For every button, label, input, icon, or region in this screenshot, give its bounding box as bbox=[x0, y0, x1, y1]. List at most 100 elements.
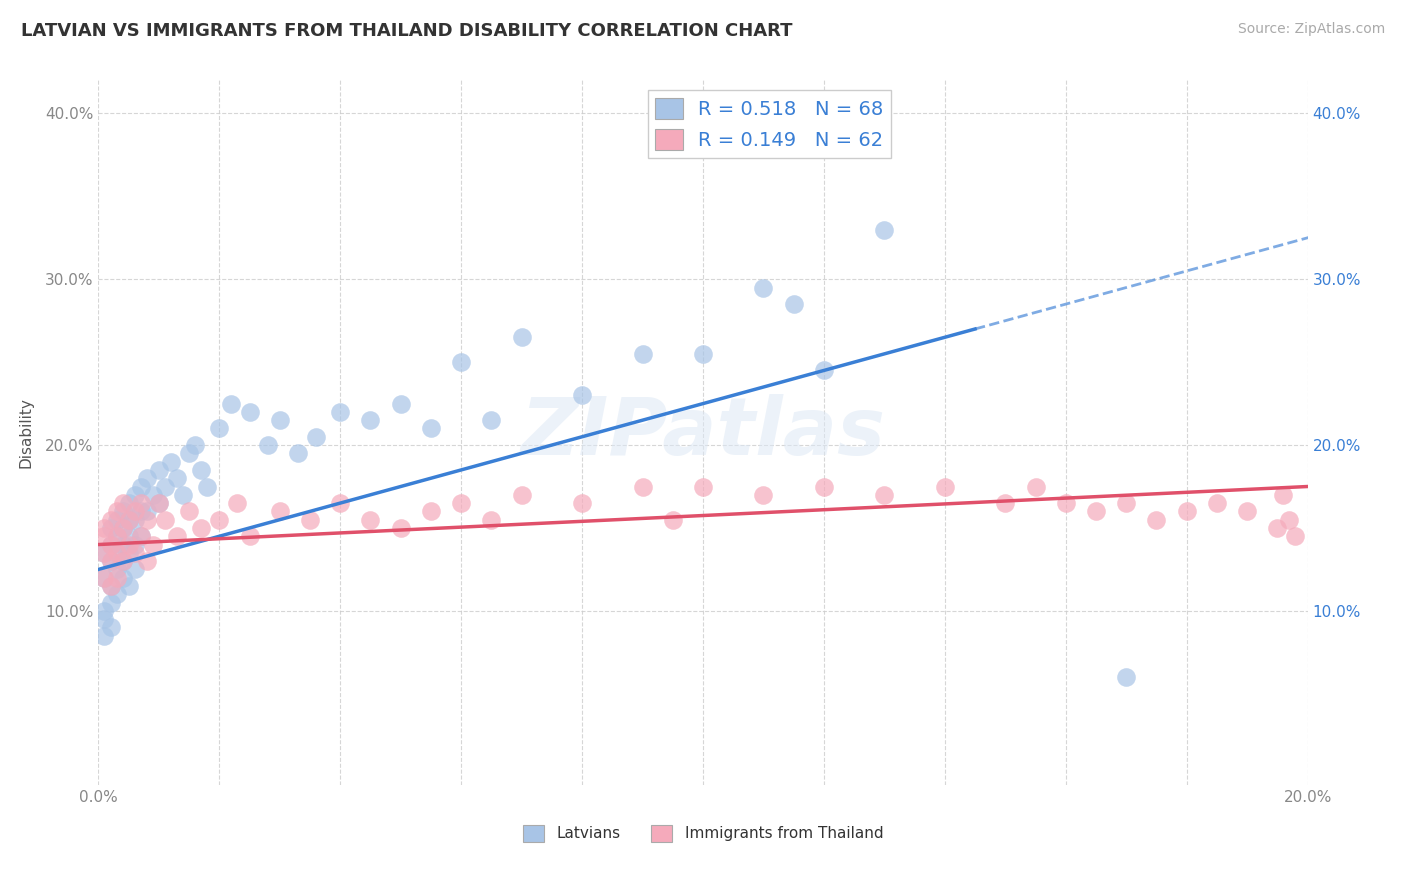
Point bbox=[129, 496, 152, 510]
Point bbox=[153, 513, 176, 527]
Point bbox=[1267, 521, 1289, 535]
Point bbox=[111, 554, 134, 568]
Point bbox=[111, 496, 134, 510]
Point bbox=[631, 479, 654, 493]
Point bbox=[148, 496, 170, 510]
Point bbox=[135, 471, 157, 485]
Point bbox=[100, 537, 122, 551]
Point bbox=[269, 504, 291, 518]
Point bbox=[269, 413, 291, 427]
Point bbox=[93, 571, 115, 585]
Point bbox=[105, 546, 128, 560]
Point bbox=[118, 537, 141, 551]
Point bbox=[148, 463, 170, 477]
Point bbox=[129, 479, 152, 493]
Point bbox=[571, 496, 593, 510]
Point bbox=[1054, 496, 1077, 510]
Point bbox=[100, 537, 122, 551]
Point bbox=[93, 629, 115, 643]
Point bbox=[481, 413, 503, 427]
Point bbox=[100, 620, 122, 634]
Point bbox=[389, 396, 412, 410]
Point bbox=[105, 513, 128, 527]
Point bbox=[129, 529, 152, 543]
Point bbox=[100, 579, 122, 593]
Point bbox=[221, 396, 243, 410]
Text: Source: ZipAtlas.com: Source: ZipAtlas.com bbox=[1237, 22, 1385, 37]
Point bbox=[239, 405, 262, 419]
Point bbox=[118, 513, 141, 527]
Point bbox=[118, 529, 141, 543]
Point bbox=[105, 571, 128, 585]
Point bbox=[1115, 670, 1137, 684]
Point bbox=[124, 562, 146, 576]
Point bbox=[208, 513, 231, 527]
Point bbox=[190, 521, 212, 535]
Point bbox=[256, 438, 278, 452]
Point bbox=[100, 554, 122, 568]
Point bbox=[692, 347, 714, 361]
Point bbox=[994, 496, 1017, 510]
Point bbox=[111, 521, 134, 535]
Point bbox=[873, 488, 896, 502]
Point bbox=[389, 521, 412, 535]
Point bbox=[752, 280, 775, 294]
Point bbox=[129, 529, 152, 543]
Point bbox=[450, 355, 472, 369]
Point bbox=[934, 479, 956, 493]
Point bbox=[100, 521, 122, 535]
Point bbox=[420, 421, 443, 435]
Point bbox=[1206, 496, 1229, 510]
Point bbox=[93, 546, 115, 560]
Point bbox=[1272, 488, 1295, 502]
Point bbox=[1024, 479, 1046, 493]
Point bbox=[1144, 513, 1167, 527]
Point bbox=[1278, 513, 1301, 527]
Point bbox=[124, 504, 146, 518]
Point bbox=[299, 513, 322, 527]
Point bbox=[329, 405, 352, 419]
Point bbox=[873, 222, 896, 236]
Point bbox=[692, 479, 714, 493]
Point bbox=[105, 529, 128, 543]
Point bbox=[450, 496, 472, 510]
Point bbox=[153, 479, 176, 493]
Point bbox=[111, 571, 134, 585]
Point bbox=[105, 587, 128, 601]
Point bbox=[111, 537, 134, 551]
Point bbox=[190, 463, 212, 477]
Point bbox=[100, 579, 122, 593]
Point bbox=[631, 347, 654, 361]
Point bbox=[111, 504, 134, 518]
Point bbox=[129, 504, 152, 518]
Point bbox=[118, 579, 141, 593]
Point bbox=[105, 504, 128, 518]
Point bbox=[179, 446, 201, 460]
Point bbox=[93, 521, 115, 535]
Point bbox=[420, 504, 443, 518]
Point bbox=[813, 479, 835, 493]
Point bbox=[124, 488, 146, 502]
Text: LATVIAN VS IMMIGRANTS FROM THAILAND DISABILITY CORRELATION CHART: LATVIAN VS IMMIGRANTS FROM THAILAND DISA… bbox=[21, 22, 793, 40]
Point bbox=[305, 430, 328, 444]
Point bbox=[105, 562, 128, 576]
Point bbox=[813, 363, 835, 377]
Point bbox=[118, 496, 141, 510]
Point bbox=[105, 546, 128, 560]
Y-axis label: Disability: Disability bbox=[18, 397, 34, 468]
Point bbox=[124, 513, 146, 527]
Point bbox=[111, 554, 134, 568]
Point bbox=[166, 471, 188, 485]
Point bbox=[510, 330, 533, 344]
Point bbox=[783, 297, 806, 311]
Point bbox=[172, 488, 194, 502]
Point bbox=[1085, 504, 1108, 518]
Point bbox=[1236, 504, 1258, 518]
Point bbox=[100, 596, 122, 610]
Point bbox=[481, 513, 503, 527]
Point bbox=[195, 479, 218, 493]
Point bbox=[118, 546, 141, 560]
Point bbox=[93, 529, 115, 543]
Point bbox=[135, 554, 157, 568]
Point bbox=[510, 488, 533, 502]
